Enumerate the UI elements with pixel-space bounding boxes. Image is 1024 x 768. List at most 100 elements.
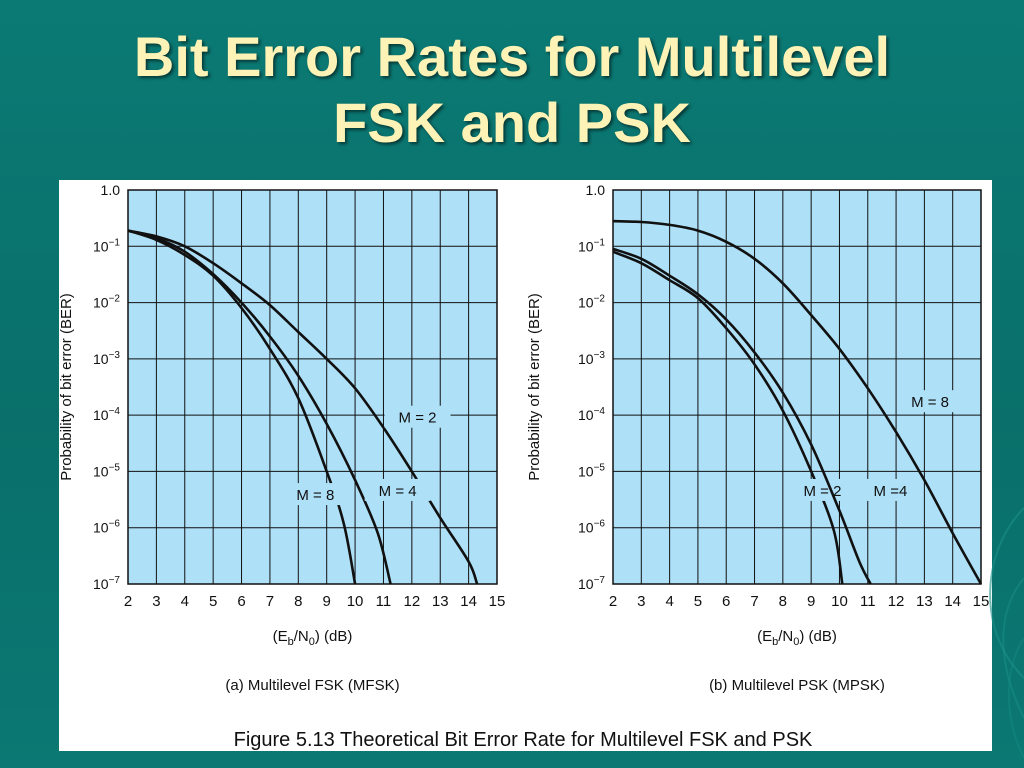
series-label-bg [789, 478, 856, 501]
y-tick-label: 10−5 [578, 462, 605, 479]
x-axis-label-part: ) (dB) [799, 628, 837, 645]
y-tick-base: 10 [93, 463, 109, 479]
y-tick-exponent: −3 [109, 350, 121, 361]
series-label: M = 2 [399, 410, 437, 427]
chart-mfsk: 2 3 4 5 6 7 8 9 10 11 12 13 14 151.010−110−210−310−41… [58, 182, 506, 694]
series-line [127, 229, 479, 585]
x-tick-label: 10 [347, 593, 364, 610]
x-tick-label: 6 [722, 593, 730, 610]
series-label-bg [897, 390, 964, 413]
x-tick-label: 9 [323, 593, 331, 610]
y-tick-exponent: −3 [594, 350, 606, 361]
y-tick-exponent: −7 [594, 575, 606, 586]
x-tick-label: 13 [916, 593, 933, 610]
y-tick-base: 1.0 [101, 182, 121, 198]
x-tick-label: 12 [888, 593, 905, 610]
x-tick-label: 14 [460, 593, 477, 610]
y-tick-base: 10 [93, 351, 109, 367]
plot-border [612, 189, 982, 585]
figure-panel: 2 3 4 5 6 7 8 9 10 11 12 13 14 15 1.0 10−1 10−2 10−3 10−4 1… [58, 180, 992, 751]
x-tick-label: 11 [376, 593, 392, 610]
y-axis-label: Probability of bit error (BER) [59, 293, 75, 481]
x-tick-label: 5 [209, 593, 217, 610]
y-tick-exponent: −1 [109, 237, 121, 248]
y-tick-exponent: −4 [594, 406, 606, 417]
plot-area [613, 190, 981, 584]
y-tick-label: 10−4 [578, 406, 605, 423]
y-tick-base: 10 [93, 238, 109, 254]
y-tick-exponent: −2 [594, 294, 606, 305]
x-tick-label: 7 [266, 593, 274, 610]
x-tick-label: 4 [181, 593, 189, 610]
y-tick-base: 1.0 [586, 182, 606, 198]
series-line [612, 247, 872, 585]
y-tick-label: 10−2 [93, 294, 120, 311]
x-axis-label-part: (E [757, 628, 772, 645]
y-tick-label: 10−7 [578, 575, 605, 592]
x-axis-label-part: /N [778, 628, 793, 645]
series-label: M = 4 [379, 483, 417, 500]
x-axis-label-subscript: 0 [309, 636, 315, 648]
y-tick-exponent: −7 [109, 575, 121, 586]
decorative-swirl [989, 507, 1024, 759]
y-tick-base: 10 [578, 351, 594, 367]
x-tick-label: 2 [124, 593, 132, 610]
x-tick-label: 10 [831, 593, 848, 610]
x-tick-label: 8 [294, 593, 302, 610]
y-tick-exponent: −5 [109, 462, 121, 473]
y-tick-base: 10 [578, 520, 594, 536]
x-axis-label-part: ) (dB) [315, 628, 353, 645]
x-tick-label: 15 [973, 593, 990, 610]
y-tick-base: 10 [578, 295, 594, 311]
y-tick-base: 10 [578, 407, 594, 423]
series-label-bg [282, 483, 349, 506]
x-axis-label: (Eb/N0) (dB) [757, 628, 837, 648]
series-label: M = 8 [296, 487, 334, 504]
x-tick-label: 5 [694, 593, 702, 610]
y-tick-exponent: −6 [109, 519, 121, 530]
x-tick-label: 12 [404, 593, 421, 610]
x-axis-label-subscript: b [772, 636, 778, 648]
x-tick-label: 2 [609, 593, 617, 610]
plot-area [128, 190, 497, 584]
x-tick-label: 11 [860, 593, 876, 610]
figure-svg: 2 3 4 5 6 7 8 9 10 11 12 13 14 151.010−110−210−310−41… [58, 182, 990, 751]
y-tick-label: 10−4 [93, 406, 120, 423]
series-label-bg [364, 478, 431, 501]
y-tick-exponent: −2 [109, 294, 121, 305]
series-label-bg [857, 478, 924, 501]
x-axis-label: (Eb/N0) (dB) [273, 628, 353, 648]
y-tick-label: 10−3 [578, 350, 605, 367]
y-tick-exponent: −6 [594, 519, 606, 530]
x-tick-label: 4 [665, 593, 673, 610]
slide-title-line-1: Bit Error Rates for Multilevel [133, 25, 891, 88]
x-tick-label: 8 [779, 593, 787, 610]
series-label: M = 2 [804, 483, 842, 500]
y-tick-label: 1.0 [586, 182, 606, 198]
series-line [612, 219, 983, 585]
y-tick-base: 10 [578, 576, 594, 592]
x-tick-label: 6 [237, 593, 245, 610]
chart-subcaption: (a) Multilevel FSK (MFSK) [225, 677, 399, 694]
y-tick-exponent: −5 [594, 462, 606, 473]
chart-subcaption: (b) Multilevel PSK (MPSK) [709, 677, 885, 694]
y-tick-exponent: −1 [594, 237, 606, 248]
y-tick-label: 10−1 [578, 237, 605, 254]
x-axis-label-subscript: b [288, 636, 294, 648]
x-axis-label-subscript: 0 [793, 636, 799, 648]
y-tick-label: 10−2 [578, 294, 605, 311]
y-tick-label: 1.0 [101, 182, 121, 198]
figure-caption: Figure 5.13 Theoretical Bit Error Rate f… [234, 729, 813, 751]
y-tick-label: 10−6 [578, 519, 605, 536]
y-tick-exponent: −4 [109, 406, 121, 417]
y-tick-base: 10 [578, 463, 594, 479]
x-tick-label: 3 [637, 593, 645, 610]
series-label: M =4 [874, 483, 908, 500]
y-tick-label: 10−6 [93, 519, 120, 536]
y-tick-label: 10−7 [93, 575, 120, 592]
x-tick-label: 3 [152, 593, 160, 610]
x-tick-label: 15 [489, 593, 506, 610]
y-tick-label: 10−5 [93, 462, 120, 479]
x-tick-label: 9 [807, 593, 815, 610]
y-tick-base: 10 [93, 295, 109, 311]
